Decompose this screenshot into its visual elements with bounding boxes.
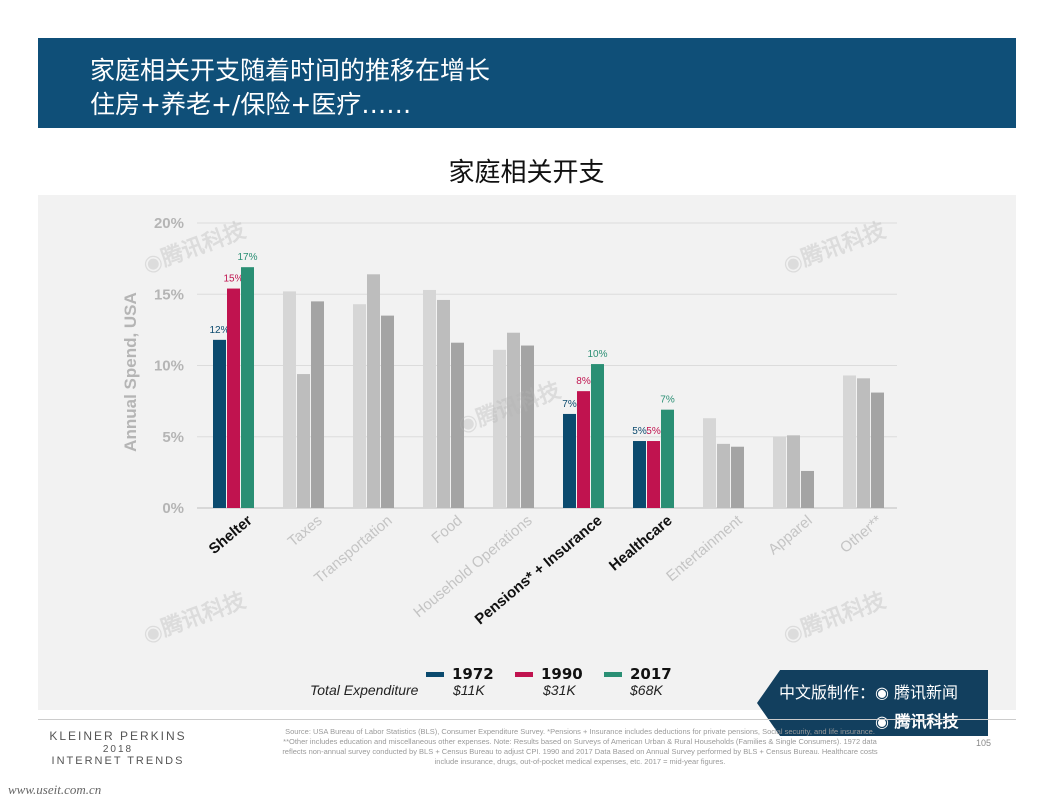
data-label: 8% <box>576 376 591 387</box>
x-tick-label: Entertainment <box>663 512 746 586</box>
bar-1972 <box>493 349 506 508</box>
bar-1990 <box>717 443 730 508</box>
bar-2017 <box>801 470 814 508</box>
bar-2017 <box>521 345 534 508</box>
x-tick-label: Shelter <box>206 512 256 558</box>
legend-label-1990: 1990 <box>541 665 583 683</box>
data-label: 7% <box>660 395 675 406</box>
badge-line-1: 中文版制作：◉ 腾讯新闻 <box>779 683 959 702</box>
site-url: www.useit.com.cn <box>8 782 102 797</box>
legend-label-2017: 2017 <box>630 665 672 683</box>
bar-1972 <box>353 304 366 508</box>
slide-title-line-1: 家庭相关开支随着时间的推移在增长 <box>90 56 491 85</box>
bar-1972 <box>773 436 786 508</box>
expenditure-1990: $31K <box>543 682 576 698</box>
legend-swatch-2017 <box>604 672 622 677</box>
bar-1972 <box>633 441 646 508</box>
x-tick-label: Pensions* + Insurance <box>472 512 606 628</box>
legend-swatch-1972 <box>426 672 444 677</box>
x-tick-label: Apparel <box>765 512 816 558</box>
bar-1972 <box>283 291 296 508</box>
x-tick-label: Healthcare <box>606 512 676 574</box>
data-label: 5% <box>646 426 661 437</box>
total-expenditure-label: Total Expenditure <box>310 682 419 698</box>
slide-title-line-2: 住房+养老+/保险+医疗…… <box>90 90 412 119</box>
x-tick-label: Taxes <box>285 512 326 550</box>
brand-year: 2018 <box>102 744 134 755</box>
title-banner: 家庭相关开支随着时间的推移在增长 住房+养老+/保险+医疗…… <box>38 38 1016 128</box>
x-tick-label: Food <box>428 512 465 547</box>
bar-2017 <box>451 342 464 508</box>
bar-2017 <box>731 446 744 508</box>
legend-label-1972: 1972 <box>452 665 494 683</box>
bar-2017 <box>661 409 674 508</box>
y-tick-label: 15% <box>154 286 184 303</box>
y-axis-label: Annual Spend, USA <box>121 292 140 452</box>
x-tick-label: Household Operations <box>410 512 535 621</box>
bar-2017 <box>381 315 394 508</box>
brand-subtitle: INTERNET TRENDS <box>51 755 185 767</box>
bar-1972 <box>563 413 576 508</box>
y-tick-label: 20% <box>154 215 184 232</box>
bar-1972 <box>843 375 856 508</box>
y-tick-label: 5% <box>162 429 184 446</box>
bar-1990 <box>367 274 380 508</box>
bar-1990 <box>857 378 870 508</box>
legend-swatch-1990 <box>515 672 533 677</box>
data-label: 10% <box>587 349 607 360</box>
chart-title: 家庭相关开支 <box>448 158 605 188</box>
expenditure-1972: $11K <box>453 682 485 698</box>
source-note: Source: USA Bureau of Labor Statistics (… <box>282 727 878 766</box>
bar-1990 <box>437 299 450 508</box>
bar-2017 <box>591 364 604 508</box>
tencent-badge: 中文版制作：◉ 腾讯新闻 ◉ 腾讯科技 <box>757 670 988 736</box>
data-label: 17% <box>237 252 257 263</box>
bar-1972 <box>423 289 436 508</box>
data-label: 7% <box>562 399 577 410</box>
bar-2017 <box>311 301 324 508</box>
data-label: 5% <box>632 426 647 437</box>
bar-1990 <box>507 332 520 508</box>
brand-name: KLEINER PERKINS <box>49 729 187 743</box>
page-number: 105 <box>976 738 992 748</box>
bar-1990 <box>647 441 660 508</box>
bar-1972 <box>703 418 716 508</box>
bar-1990 <box>227 288 240 508</box>
badge-line-2: ◉ 腾讯科技 <box>875 712 959 731</box>
bar-2017 <box>871 392 884 508</box>
bar-1990 <box>577 391 590 508</box>
footer-divider <box>38 719 1016 720</box>
data-label: 12% <box>209 325 229 336</box>
data-label: 15% <box>223 274 243 285</box>
bar-1990 <box>297 374 310 508</box>
y-tick-label: 10% <box>154 358 184 375</box>
y-tick-label: 0% <box>162 500 184 517</box>
bar-2017 <box>241 267 254 508</box>
bar-1972 <box>213 339 226 508</box>
expenditure-2017: $68K <box>630 682 663 698</box>
x-tick-label: Other** <box>837 512 886 557</box>
bar-1990 <box>787 435 800 508</box>
